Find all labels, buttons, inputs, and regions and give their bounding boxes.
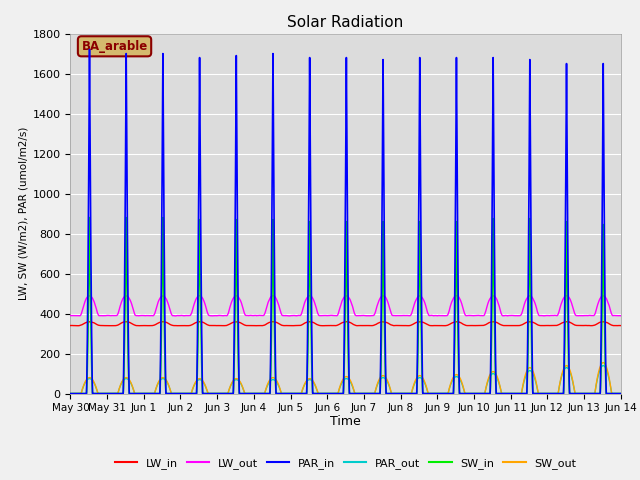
X-axis label: Time: Time <box>330 415 361 428</box>
Legend: LW_in, LW_out, PAR_in, PAR_out, SW_in, SW_out: LW_in, LW_out, PAR_in, PAR_out, SW_in, S… <box>110 453 581 473</box>
Title: Solar Radiation: Solar Radiation <box>287 15 404 30</box>
Text: BA_arable: BA_arable <box>81 40 148 53</box>
Y-axis label: LW, SW (W/m2), PAR (umol/m2/s): LW, SW (W/m2), PAR (umol/m2/s) <box>19 127 28 300</box>
